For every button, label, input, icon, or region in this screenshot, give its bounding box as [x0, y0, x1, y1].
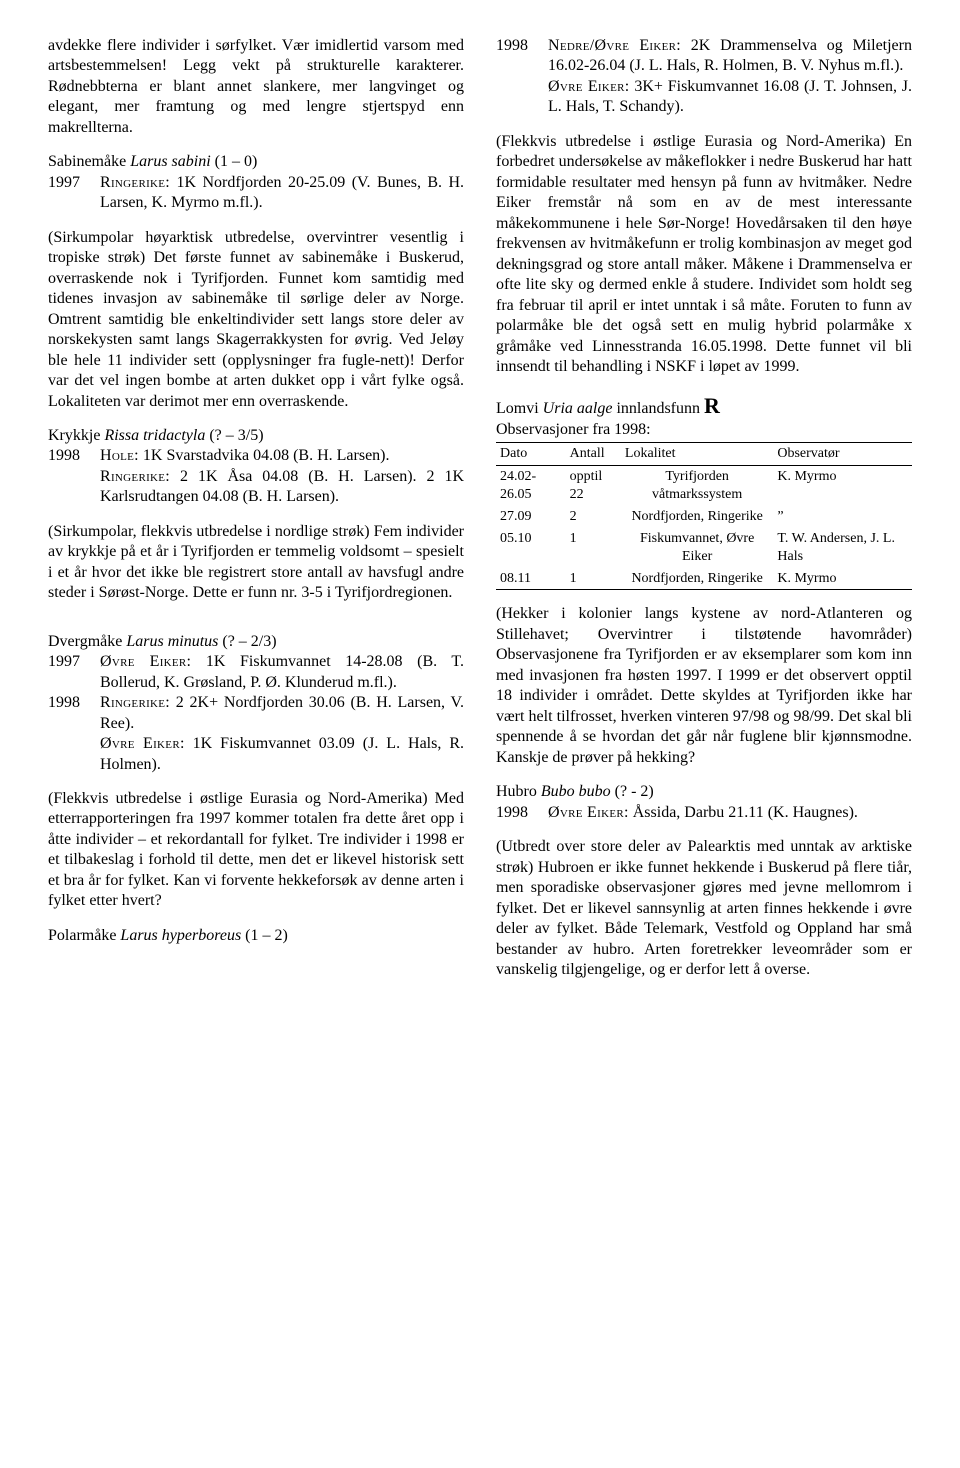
td-antall: 2 [566, 506, 621, 528]
th-observator: Observatør [773, 443, 912, 466]
krykkje-year: 1998 [48, 446, 100, 466]
hubro-latin: Bubo bubo [541, 783, 611, 800]
krykkje-obs2: Ringerike: 2 1K Åsa 04.08 (B. H. Larsen)… [48, 467, 464, 508]
polar-count: (1 – 2) [241, 927, 288, 944]
td-lokalitet: Nordfjorden, Ringerike [621, 568, 773, 590]
polar-latin: Larus hyperboreus [120, 927, 241, 944]
lomvi-latin: Uria aalge [543, 400, 613, 417]
td-antall: opptil 22 [566, 466, 621, 506]
sabine-count: (1 – 0) [211, 153, 258, 170]
krykkje-loc1-sc: Hole: [100, 447, 139, 464]
hubro-name: Hubro [496, 783, 541, 800]
polar-obs1: 1998 Nedre/Øvre Eiker: 2K Drammenselva o… [496, 36, 912, 77]
td-observator: ” [773, 506, 912, 528]
lomvi-note: (Hekker i kolonier langs kystene av nord… [496, 604, 912, 768]
th-dato: Dato [496, 443, 566, 466]
td-lokalitet: Fiskumvannet, Øvre Eiker [621, 528, 773, 568]
sabine-heading: Sabinemåke Larus sabini (1 – 0) [48, 152, 464, 172]
th-lokalitet: Lokalitet [621, 443, 773, 466]
dverg-name: Dvergmåke [48, 633, 126, 650]
hubro-note: (Utbredt over store deler av Palearktis … [496, 837, 912, 980]
table-row: 27.09 2 Nordfjorden, Ringerike ” [496, 506, 912, 528]
th-antall: Antall [566, 443, 621, 466]
krykkje-loc2-sc: Ringerike: [100, 468, 170, 485]
td-dato: 24.02-26.05 [496, 466, 566, 506]
td-observator: K. Myrmo [773, 568, 912, 590]
krykkje-obs1: 1998 Hole: 1K Svarstadvika 04.08 (B. H. … [48, 446, 464, 466]
dverg-latin: Larus minutus [126, 633, 218, 650]
dverg-obs3: Øvre Eiker: 1K Fiskumvannet 03.09 (J. L.… [48, 734, 464, 775]
td-observator: T. W. Andersen, J. L. Hals [773, 528, 912, 568]
td-lokalitet: Nordfjorden, Ringerike [621, 506, 773, 528]
td-antall: 1 [566, 568, 621, 590]
table-row: 24.02-26.05 opptil 22 Tyrifjorden våtmar… [496, 466, 912, 506]
polar-loc1-sc: Nedre/Øvre Eiker: [548, 37, 681, 54]
krykkje-latin: Rissa tridactyla [104, 427, 205, 444]
lomvi-table: Dato Antall Lokalitet Observatør 24.02-2… [496, 442, 912, 590]
polar-name: Polarmåke [48, 927, 120, 944]
dverg-year1: 1997 [48, 652, 100, 672]
td-dato: 08.11 [496, 568, 566, 590]
dverg-obs1: 1997 Øvre Eiker: 1K Fiskumvannet 14-28.0… [48, 652, 464, 693]
hubro-obs: 1998 Øvre Eiker: Åssida, Darbu 21.11 (K.… [496, 803, 912, 823]
polar-loc2-sc: Øvre Eiker: [548, 78, 630, 95]
krykkje-count: (? – 3/5) [205, 427, 263, 444]
two-column-layout: avdekke flere individer i sørfylket. Vær… [48, 36, 912, 980]
dverg-year2: 1998 [48, 693, 100, 713]
td-observator: K. Myrmo [773, 466, 912, 506]
polar-year: 1998 [496, 36, 548, 56]
polar-heading: Polarmåke Larus hyperboreus (1 – 2) [48, 926, 464, 946]
lomvi-obsline: Observasjoner fra 1998: [496, 420, 912, 440]
krykkje-note: (Sirkumpolar, flekkvis utbredelse i nord… [48, 522, 464, 604]
dverg-loc3-sc: Øvre Eiker: [100, 735, 185, 752]
hubro-heading: Hubro Bubo bubo (? - 2) [496, 782, 912, 802]
sabine-latin: Larus sabini [130, 153, 210, 170]
td-dato: 27.09 [496, 506, 566, 528]
td-dato: 05.10 [496, 528, 566, 568]
dverg-loc1-sc: Øvre Eiker: [100, 653, 191, 670]
lomvi-R: R [704, 393, 720, 418]
td-antall: 1 [566, 528, 621, 568]
lomvi-post: innlandsfunn [612, 400, 704, 417]
table-row: 08.11 1 Nordfjorden, Ringerike K. Myrmo [496, 568, 912, 590]
hubro-obs-rest: Åssida, Darbu 21.11 (K. Haugnes). [629, 804, 858, 821]
dverg-heading: Dvergmåke Larus minutus (? – 2/3) [48, 632, 464, 652]
polar-obs2: Øvre Eiker: 3K+ Fiskumvannet 16.08 (J. T… [496, 77, 912, 118]
krykkje-obs1-rest: 1K Svarstadvika 04.08 (B. H. Larsen). [139, 447, 390, 464]
hubro-loc-sc: Øvre Eiker: [548, 804, 629, 821]
krykkje-heading: Krykkje Rissa tridactyla (? – 3/5) [48, 426, 464, 446]
sabine-loc-sc: Ringerike: [100, 174, 170, 191]
lomvi-name: Lomvi [496, 400, 543, 417]
dverg-count: (? – 2/3) [218, 633, 276, 650]
sabine-obs: 1997 Ringerike: 1K Nordfjorden 20-25.09 … [48, 173, 464, 214]
hubro-year: 1998 [496, 803, 548, 823]
sabine-year: 1997 [48, 173, 100, 193]
polar-note: (Flekkvis utbredelse i østlige Eurasia o… [496, 132, 912, 378]
dverg-note: (Flekkvis utbredelse i østlige Eurasia o… [48, 789, 464, 912]
krykkje-name: Krykkje [48, 427, 104, 444]
table-row: 05.10 1 Fiskumvannet, Øvre Eiker T. W. A… [496, 528, 912, 568]
dverg-obs2: 1998 Ringerike: 2 2K+ Nordfjorden 30.06 … [48, 693, 464, 734]
intro-paragraph: avdekke flere individer i sørfylket. Vær… [48, 36, 464, 138]
td-lokalitet: Tyrifjorden våtmarkssystem [621, 466, 773, 506]
sabine-name: Sabinemåke [48, 153, 130, 170]
sabine-note: (Sirkumpolar høyarktisk utbredelse, over… [48, 228, 464, 412]
hubro-count: (? - 2) [611, 783, 654, 800]
dverg-loc2-sc: Ringerike: [100, 694, 170, 711]
lomvi-heading: Lomvi Uria aalge innlandsfunn R [496, 392, 912, 420]
